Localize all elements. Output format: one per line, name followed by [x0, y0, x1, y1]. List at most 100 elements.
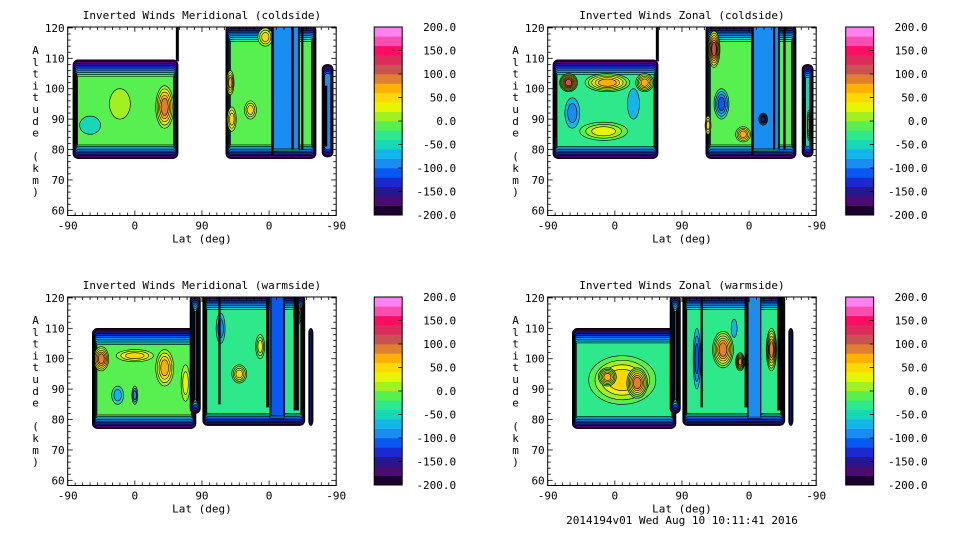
colorbar-band [845, 353, 874, 364]
y-tick-label: 90 [51, 113, 64, 126]
colorbar-band [845, 381, 874, 392]
contour-blob [235, 369, 243, 379]
colorbar-band [845, 149, 874, 159]
contour-blob [718, 342, 728, 357]
colorbar-band [845, 130, 874, 141]
contour-area [552, 27, 814, 159]
colorbar-band [374, 64, 403, 75]
x-tick-label: -90 [326, 490, 346, 503]
colorbar-label: -100.0 [888, 162, 928, 175]
contour-blob [598, 78, 617, 87]
dense-contour-bar [783, 27, 786, 150]
y-tick-label: 90 [531, 383, 544, 396]
dense-contour-line [655, 27, 659, 62]
dense-contour-bar [293, 297, 299, 411]
contour-strip [270, 297, 284, 417]
contour-strip [273, 27, 299, 150]
footer-timestamp: 2014194v01 Wed Aug 10 10:11:41 2016 [566, 514, 798, 527]
x-tick-label: 90 [195, 220, 208, 233]
x-tick-label: -90 [538, 490, 558, 503]
colorbar-band [845, 102, 874, 112]
contour-blob [706, 120, 710, 131]
contour-blob [717, 96, 726, 111]
y-tick-label: 110 [525, 52, 545, 65]
panel-1: 60 70 80 90 100 110 120 -90 0 90 0 -90 Inverted Wind… [45, 9, 456, 246]
x-tick-label: 90 [675, 490, 688, 503]
colorbar-band [374, 92, 403, 103]
x-tick-label: -90 [58, 490, 78, 503]
y-tick-label: 120 [45, 292, 65, 305]
contour-segment [788, 328, 794, 426]
x-axis-label: Lat (deg) [172, 233, 232, 246]
colorbar-band [845, 438, 874, 448]
contour-segment [669, 297, 681, 414]
panel-title: Inverted Winds Meridional (warmside) [83, 279, 321, 292]
colorbar-label: 150.0 [423, 315, 456, 328]
colorbar-label: 100.0 [423, 338, 456, 351]
colorbar-label: 50.0 [901, 362, 928, 375]
colorbar-label: -200.0 [416, 479, 456, 492]
colorbar-band [845, 400, 874, 411]
x-tick-label: -90 [806, 490, 826, 503]
ylabel-panel-2: Altitude (km) [509, 44, 522, 198]
x-tick-label: 0 [746, 220, 753, 233]
colorbar-band [374, 158, 403, 169]
contour-blob [739, 130, 747, 138]
dense-contour-bar [744, 297, 748, 408]
y-tick-label: 110 [45, 52, 65, 65]
contour-blob [640, 78, 649, 87]
y-tick-label: 60 [51, 474, 64, 487]
colorbar-band [374, 475, 403, 486]
x-tick-label: 0 [746, 490, 753, 503]
colorbar-band [374, 391, 403, 401]
colorbar-band [845, 45, 874, 56]
colorbar-band [374, 438, 403, 448]
colorbar-band [374, 315, 403, 326]
colorbar-band [374, 74, 403, 84]
colorbar-band [845, 55, 874, 65]
contour-blob [228, 77, 233, 89]
contour-band [674, 310, 677, 401]
colorbar-label: 200.0 [423, 291, 456, 304]
colorbar-label: -200.0 [888, 479, 928, 492]
contour-segment [704, 27, 797, 159]
y-tick-label: 70 [51, 444, 64, 457]
colorbar-label: 200.0 [423, 21, 456, 34]
contour-segment [321, 64, 334, 158]
panel-title: Inverted Winds Meridional (coldside) [83, 9, 321, 22]
dense-contour-bar [92, 334, 96, 423]
dense-contour-bar [291, 27, 294, 150]
colorbar-band [845, 92, 874, 103]
colorbar-band [845, 456, 874, 467]
colorbar-band [845, 447, 874, 458]
contour-area [72, 27, 334, 159]
contour-blob [97, 353, 105, 364]
colorbar-label: -150.0 [416, 186, 456, 199]
ylabel-panel-1: Altitude (km) [29, 44, 42, 198]
panel-title: Inverted Winds Zonal (coldside) [579, 9, 784, 22]
contour-segment [552, 59, 659, 159]
colorbar-label: -150.0 [888, 186, 928, 199]
y-tick-label: 60 [531, 204, 544, 217]
colorbar: 200.0 150.0 100.0 50.0 0.0 -50.0 -100.0 -150.0 -… [373, 291, 456, 492]
x-tick-label: 0 [612, 220, 619, 233]
colorbar-label: 200.0 [895, 291, 928, 304]
contour-band [194, 310, 197, 401]
colorbar-label: 150.0 [423, 45, 456, 58]
contour-blob [603, 373, 612, 381]
colorbar-band [374, 344, 403, 354]
contour-segment [189, 297, 201, 414]
contour-blob [113, 389, 122, 402]
dense-contour-bar [751, 27, 754, 156]
colorbar-band [845, 475, 874, 486]
colorbar-label: 150.0 [895, 315, 928, 328]
contour-blob [109, 88, 131, 120]
colorbar-label: 100.0 [895, 338, 928, 351]
colorbar-label: -50.0 [423, 139, 456, 152]
contour-blob [257, 340, 263, 353]
colorbar: 200.0 150.0 100.0 50.0 0.0 -50.0 -100.0 -150.0 -… [373, 21, 456, 222]
panel-2: 60 70 80 90 100 110 120 -90 0 90 0 -90 Inverted Wind… [525, 9, 928, 246]
colorbar-band [374, 381, 403, 392]
contour-area [572, 297, 794, 429]
